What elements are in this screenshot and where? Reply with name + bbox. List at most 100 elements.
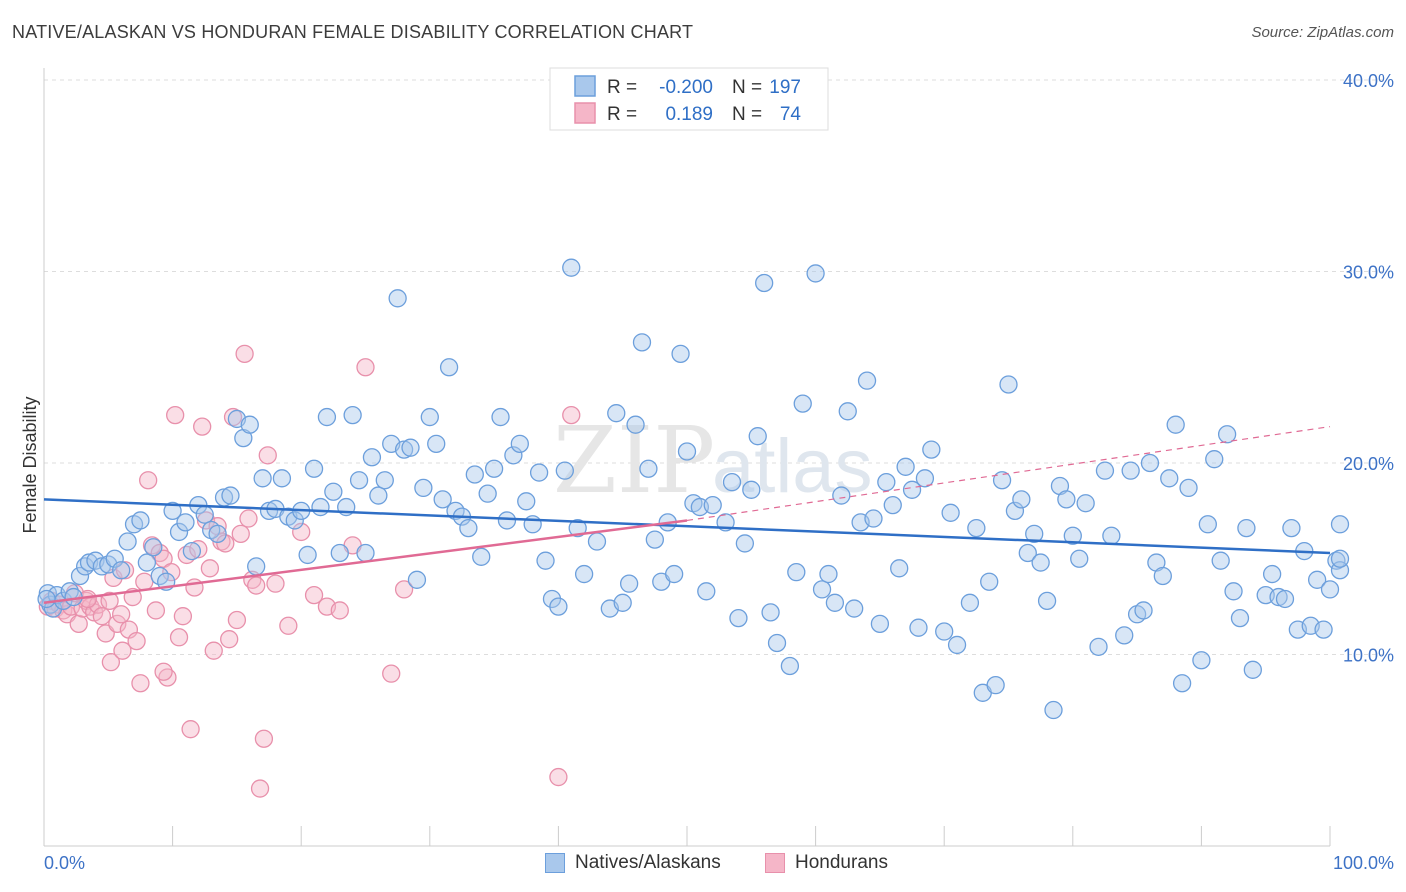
- hondurans-trend-extension: [686, 426, 1331, 522]
- native-point-91: [619, 574, 639, 593]
- native-point-154: [1057, 490, 1076, 509]
- native-point-156: [1070, 549, 1089, 568]
- native-point-162: [1121, 461, 1140, 480]
- trend-lines: [43, 426, 1331, 605]
- native-point-100: [677, 442, 697, 461]
- native-point-174: [1205, 450, 1224, 469]
- native-point-51: [349, 471, 369, 490]
- native-point-134: [915, 469, 935, 488]
- native-point-60: [407, 570, 427, 589]
- native-point-71: [478, 484, 497, 503]
- honduran-point-28: [146, 601, 166, 620]
- native-point-68: [459, 518, 478, 538]
- native-point-15: [118, 532, 137, 551]
- native-point-148: [1018, 543, 1037, 563]
- source-label: Source: ZipAtlas.com: [1251, 24, 1394, 41]
- native-point-172: [1192, 651, 1211, 670]
- native-point-46: [317, 407, 337, 427]
- native-point-64: [433, 490, 452, 509]
- native-point-176: [1217, 425, 1237, 444]
- native-point-177: [1224, 582, 1243, 601]
- native-point-90: [613, 593, 632, 612]
- native-point-106: [722, 472, 742, 492]
- native-point-112: [761, 603, 780, 622]
- native-point-61: [414, 478, 433, 498]
- legend-swatch-natives-bottom: [545, 853, 565, 873]
- native-point-147: [1012, 490, 1031, 509]
- native-point-138: [947, 635, 967, 655]
- native-point-127: [870, 614, 890, 634]
- native-point-41: [285, 511, 304, 530]
- legend-n-value-0: 197: [769, 77, 801, 98]
- native-point-93: [632, 333, 652, 352]
- native-point-36: [253, 469, 272, 488]
- honduran-point-37: [181, 720, 200, 739]
- legend-n-label-0: N =: [732, 77, 762, 98]
- honduran-point-52: [239, 509, 258, 528]
- honduran-point-66: [382, 664, 401, 683]
- native-point-62: [420, 407, 439, 427]
- honduran-point-46: [216, 534, 235, 553]
- native-point-74: [497, 511, 517, 530]
- honduran-point-69: [562, 405, 581, 425]
- y-tick-label-0: 10.0%: [1343, 646, 1394, 666]
- honduran-point-73: [154, 662, 173, 681]
- honduran-point-34: [169, 628, 189, 647]
- native-point-29: [208, 524, 227, 544]
- native-point-89: [607, 404, 626, 423]
- native-point-167: [1153, 566, 1172, 586]
- honduran-point-56: [254, 729, 274, 748]
- native-point-65: [439, 358, 459, 377]
- native-point-14: [112, 561, 131, 580]
- honduran-point-70: [101, 653, 121, 672]
- correlation-legend: R = -0.200 N = 197 R = 0.189 N = 74: [549, 67, 829, 131]
- native-point-122: [838, 402, 857, 421]
- native-point-171: [1179, 478, 1198, 498]
- legend-r-label-1: R =: [607, 104, 637, 125]
- native-point-79: [529, 463, 549, 482]
- native-point-117: [806, 264, 825, 283]
- honduran-point-59: [279, 616, 298, 635]
- honduran-point-20: [115, 561, 135, 580]
- honduran-point-54: [247, 576, 266, 595]
- legend-r-value-1: 0.189: [665, 104, 713, 125]
- native-point-27: [195, 505, 214, 524]
- native-point-25: [182, 541, 202, 561]
- native-point-69: [465, 465, 484, 484]
- native-point-109: [742, 480, 761, 499]
- honduran-point-51: [235, 344, 254, 363]
- native-point-77: [517, 492, 536, 511]
- native-point-129: [883, 495, 902, 515]
- native-point-142: [980, 572, 999, 591]
- native-point-53: [362, 448, 382, 467]
- native-point-55: [375, 471, 394, 490]
- native-point-136: [935, 622, 954, 641]
- native-point-13: [105, 549, 124, 568]
- native-point-72: [484, 459, 504, 478]
- honduran-point-24: [131, 674, 150, 693]
- native-point-128: [877, 472, 896, 492]
- native-point-126: [864, 509, 883, 528]
- native-point-85: [568, 518, 587, 538]
- honduran-point-19: [112, 605, 131, 624]
- native-point-133: [909, 618, 928, 637]
- y-tick-label-3: 40.0%: [1343, 71, 1394, 91]
- native-point-123: [845, 599, 864, 618]
- y-axis-label: Female Disability: [20, 396, 40, 533]
- native-point-190: [1314, 620, 1333, 639]
- honduran-point-35: [173, 607, 193, 626]
- watermark-atlas: atlas: [712, 424, 873, 509]
- native-point-95: [645, 530, 664, 549]
- honduran-point-39: [189, 540, 208, 559]
- honduran-point-68: [549, 767, 568, 787]
- native-point-98: [664, 564, 684, 584]
- legend-r-label-0: R =: [607, 77, 637, 98]
- honduran-point-23: [127, 631, 146, 651]
- honduran-point-71: [113, 641, 132, 660]
- honduran-point-14: [92, 607, 112, 626]
- honduran-point-58: [266, 574, 285, 593]
- native-point-50: [343, 405, 362, 425]
- native-point-82: [549, 597, 568, 616]
- honduran-point-25: [135, 572, 154, 591]
- native-point-184: [1275, 589, 1295, 609]
